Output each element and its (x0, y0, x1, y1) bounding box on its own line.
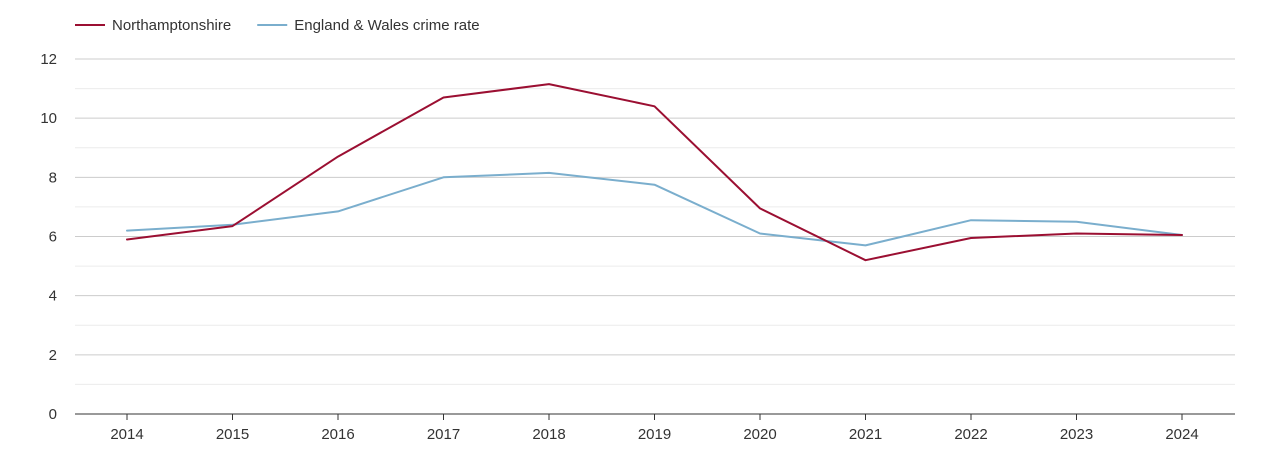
y-tick-label: 6 (49, 229, 57, 246)
x-tick-label: 2024 (1165, 426, 1198, 443)
legend-item-0: Northamptonshire (75, 17, 231, 34)
grid-lines (75, 58, 1235, 385)
x-tick-label: 2014 (110, 426, 143, 443)
x-tick-label: 2015 (216, 426, 249, 443)
y-tick-label: 2 (49, 347, 57, 364)
y-tick-labels: 0 2 4 6 8 10 12 (40, 51, 57, 423)
y-tick-label: 0 (49, 406, 57, 423)
series-lines (126, 83, 1183, 262)
legend-label: Northamptonshire (112, 17, 231, 34)
x-tick-label: 2022 (954, 426, 987, 443)
y-tick-label: 12 (40, 51, 57, 68)
y-tick-label: 8 (49, 169, 57, 186)
legend: Northamptonshire England & Wales crime ra… (75, 17, 480, 34)
x-tick-label: 2023 (1060, 426, 1093, 443)
series-line-1 (126, 171, 1183, 247)
y-tick-label: 10 (40, 110, 57, 127)
x-tick-label: 2019 (638, 426, 671, 443)
x-tick-labels: 2014 2015 2016 2017 2018 2019 2020 2021 2022 2023… (110, 426, 1198, 443)
legend-item-1: England & Wales crime rate (257, 17, 480, 34)
axes (75, 413, 1235, 420)
x-tick-label: 2016 (321, 426, 354, 443)
y-tick-label: 4 (49, 288, 57, 305)
series-line-0 (126, 83, 1183, 262)
x-tick-label: 2018 (532, 426, 565, 443)
x-tick-label: 2021 (849, 426, 882, 443)
legend-label: England & Wales crime rate (294, 17, 479, 34)
x-tick-label: 2017 (427, 426, 460, 443)
x-tick-label: 2020 (743, 426, 776, 443)
